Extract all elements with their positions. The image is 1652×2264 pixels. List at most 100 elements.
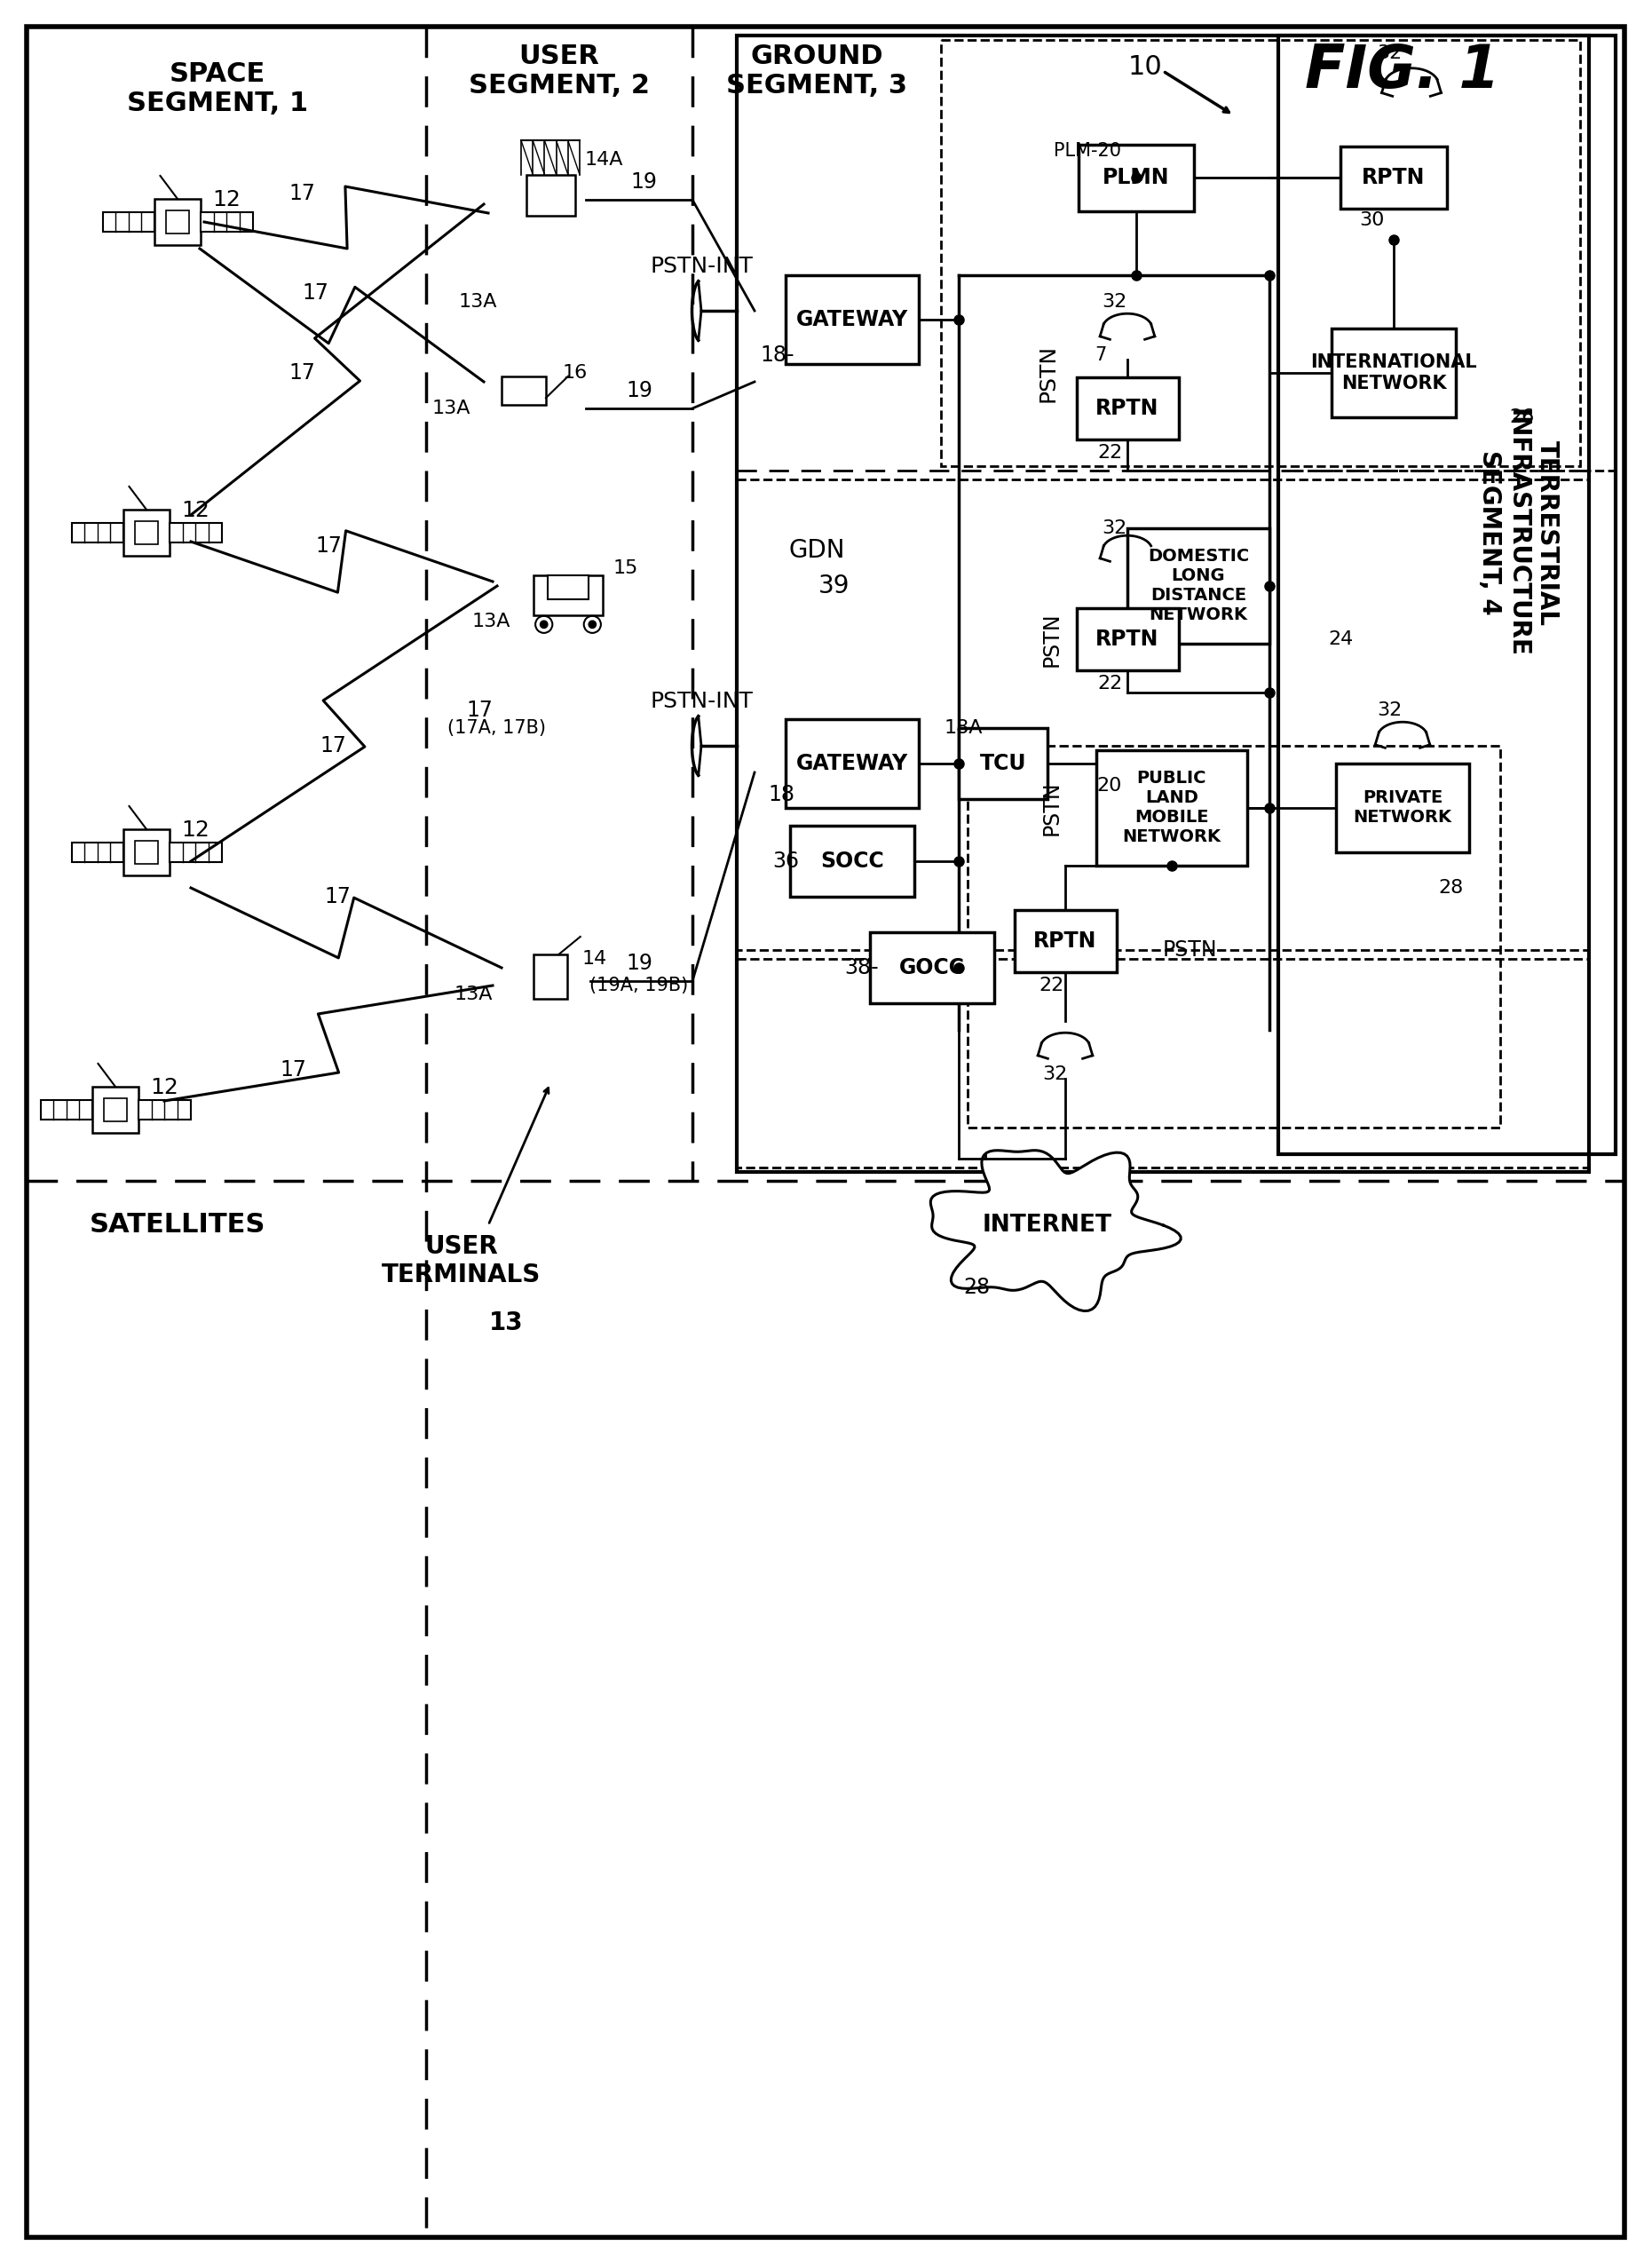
Text: PSTN: PSTN bbox=[1037, 344, 1059, 401]
Text: 17: 17 bbox=[466, 700, 492, 720]
Bar bbox=[790, 826, 914, 897]
Bar bbox=[534, 575, 603, 616]
Text: PRIVATE
NETWORK: PRIVATE NETWORK bbox=[1353, 790, 1452, 826]
Text: (17A, 17B): (17A, 17B) bbox=[448, 720, 547, 736]
Text: 19: 19 bbox=[626, 953, 653, 974]
Text: 32: 32 bbox=[1376, 702, 1403, 720]
Bar bbox=[102, 213, 154, 233]
Bar bbox=[1279, 36, 1616, 1155]
Text: 14A: 14A bbox=[585, 152, 623, 170]
Text: 14: 14 bbox=[582, 951, 608, 967]
Text: RPTN: RPTN bbox=[1095, 398, 1160, 419]
Text: 12: 12 bbox=[182, 820, 210, 840]
Text: 24: 24 bbox=[1328, 629, 1353, 648]
Bar bbox=[1097, 749, 1247, 865]
Circle shape bbox=[540, 620, 547, 627]
Text: DOMESTIC
LONG
DISTANCE
NETWORK: DOMESTIC LONG DISTANCE NETWORK bbox=[1148, 548, 1249, 623]
Text: GOCC: GOCC bbox=[899, 958, 965, 978]
Text: PUBLIC
LAND
MOBILE
NETWORK: PUBLIC LAND MOBILE NETWORK bbox=[1122, 770, 1221, 847]
Text: 22: 22 bbox=[1039, 976, 1064, 994]
Text: 13A: 13A bbox=[454, 985, 492, 1003]
Text: PSTN: PSTN bbox=[1041, 611, 1062, 666]
Bar bbox=[124, 829, 170, 876]
Text: 19: 19 bbox=[626, 380, 653, 401]
Bar bbox=[135, 521, 159, 543]
Bar bbox=[968, 745, 1500, 1127]
Text: PSTN-INT: PSTN-INT bbox=[649, 691, 753, 713]
Text: RPTN: RPTN bbox=[1034, 931, 1097, 951]
Bar bbox=[165, 211, 188, 233]
Text: 36: 36 bbox=[771, 851, 800, 872]
Bar bbox=[40, 1100, 93, 1121]
Text: RPTN: RPTN bbox=[1095, 629, 1160, 650]
Text: 39: 39 bbox=[819, 573, 851, 598]
Text: 16: 16 bbox=[563, 365, 588, 383]
Text: RPTN: RPTN bbox=[1361, 168, 1426, 188]
Text: 12: 12 bbox=[211, 190, 241, 211]
Text: GATEWAY: GATEWAY bbox=[796, 754, 909, 774]
Bar bbox=[1336, 763, 1469, 851]
Bar bbox=[1279, 36, 1616, 471]
Text: 30: 30 bbox=[1360, 211, 1384, 229]
Text: SPACE
SEGMENT, 1: SPACE SEGMENT, 1 bbox=[127, 61, 307, 115]
Bar bbox=[737, 960, 1589, 1168]
Text: 17: 17 bbox=[289, 362, 316, 383]
Bar bbox=[104, 1098, 127, 1121]
Text: 28: 28 bbox=[1439, 878, 1464, 897]
Text: 17: 17 bbox=[316, 534, 342, 557]
Text: PLM-20: PLM-20 bbox=[1054, 143, 1122, 161]
Text: 17: 17 bbox=[319, 736, 347, 756]
Text: 18: 18 bbox=[768, 783, 795, 806]
Text: 32: 32 bbox=[1042, 1066, 1067, 1082]
Text: (19A, 19B): (19A, 19B) bbox=[590, 976, 689, 994]
Text: GATEWAY: GATEWAY bbox=[796, 308, 909, 331]
Bar bbox=[737, 480, 1589, 951]
Polygon shape bbox=[930, 1150, 1181, 1311]
Bar bbox=[170, 842, 221, 863]
Text: 17: 17 bbox=[324, 885, 350, 908]
Text: 32: 32 bbox=[1376, 45, 1403, 61]
Text: 18A: 18A bbox=[943, 720, 983, 736]
Bar bbox=[1077, 378, 1178, 439]
Text: FIG. 1: FIG. 1 bbox=[1305, 41, 1500, 100]
Text: 12: 12 bbox=[150, 1078, 178, 1098]
Text: 20: 20 bbox=[1097, 777, 1122, 795]
Bar bbox=[1127, 528, 1269, 643]
Text: PSTN: PSTN bbox=[1161, 940, 1218, 960]
Text: 17: 17 bbox=[302, 283, 329, 303]
Bar bbox=[1332, 328, 1455, 417]
Text: 26: 26 bbox=[1510, 408, 1535, 426]
Circle shape bbox=[588, 620, 596, 627]
Text: INTERNET: INTERNET bbox=[983, 1214, 1112, 1236]
Text: 22: 22 bbox=[1097, 675, 1122, 693]
Bar bbox=[958, 729, 1047, 799]
Bar bbox=[502, 376, 545, 405]
Text: 10: 10 bbox=[1128, 54, 1163, 79]
Text: 13A: 13A bbox=[459, 292, 497, 310]
Bar bbox=[534, 955, 567, 998]
Text: 38-: 38- bbox=[844, 958, 879, 978]
Bar bbox=[1340, 147, 1447, 208]
Text: 13: 13 bbox=[489, 1311, 524, 1336]
Text: GDN: GDN bbox=[788, 539, 844, 564]
Text: PSTN-INT: PSTN-INT bbox=[649, 256, 753, 276]
Bar bbox=[154, 199, 200, 245]
Bar bbox=[71, 523, 124, 543]
Text: 32: 32 bbox=[1102, 518, 1127, 537]
Bar bbox=[1014, 910, 1117, 971]
Bar bbox=[786, 276, 919, 365]
Text: 17: 17 bbox=[279, 1060, 306, 1080]
Text: 28: 28 bbox=[963, 1277, 990, 1297]
Bar bbox=[71, 842, 124, 863]
Text: SOCC: SOCC bbox=[821, 851, 884, 872]
Text: 13A: 13A bbox=[472, 614, 510, 629]
Text: GROUND
SEGMENT, 3: GROUND SEGMENT, 3 bbox=[727, 43, 907, 100]
Text: PSTN: PSTN bbox=[1041, 781, 1062, 835]
Text: 19: 19 bbox=[631, 172, 657, 192]
Text: TERRESTRIAL
INFRASTRUCTURE
SEGMENT, 4: TERRESTRIAL INFRASTRUCTURE SEGMENT, 4 bbox=[1477, 408, 1559, 657]
Text: INTERNATIONAL
NETWORK: INTERNATIONAL NETWORK bbox=[1310, 353, 1477, 392]
Bar bbox=[124, 509, 170, 555]
Text: USER
TERMINALS: USER TERMINALS bbox=[382, 1234, 542, 1288]
Bar bbox=[1079, 145, 1194, 211]
Bar bbox=[525, 174, 575, 215]
